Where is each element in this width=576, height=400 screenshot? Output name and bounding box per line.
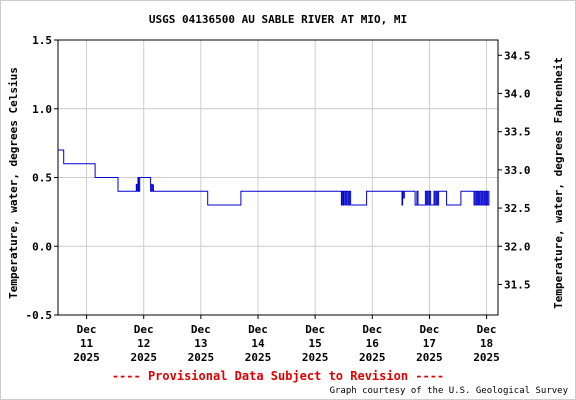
x-tick-label: 15 <box>309 337 322 350</box>
x-tick-label: Dec <box>191 323 211 336</box>
x-tick-label: Dec <box>362 323 382 336</box>
x-tick-label: 17 <box>423 337 436 350</box>
x-tick-label: 2025 <box>73 351 100 364</box>
credit-text: Graph courtesy of the U.S. Geological Su… <box>330 386 569 396</box>
x-tick-label: 12 <box>137 337 150 350</box>
x-tick-label: 14 <box>251 337 265 350</box>
y-right-tick-label: 34.0 <box>504 87 531 100</box>
x-tick-label: 11 <box>80 337 94 350</box>
x-tick-label: 2025 <box>245 351 272 364</box>
x-tick-label: 13 <box>194 337 207 350</box>
y-left-tick-label: 0.5 <box>32 172 52 185</box>
chart-title: USGS 04136500 AU SABLE RIVER AT MIO, MI <box>149 13 407 26</box>
y-right-tick-label: 32.0 <box>504 240 531 253</box>
y-right-tick-label: 33.0 <box>504 164 531 177</box>
x-tick-label: 16 <box>366 337 380 350</box>
y-right-tick-label: 34.5 <box>504 49 531 62</box>
x-tick-label: Dec <box>419 323 439 336</box>
y-axis-label-right: Temperature, water, degrees Fahrenheit <box>552 57 565 309</box>
y-right-axis: 34.5 34.0 33.5 33.0 32.5 32.0 31.5 <box>498 49 531 291</box>
x-tick-label: 2025 <box>473 351 500 364</box>
y-left-axis: 1.5 1.0 0.5 0.0 -0.5 <box>26 34 58 322</box>
y-left-tick-label: 0.0 <box>32 240 52 253</box>
x-tick-label: 18 <box>480 337 493 350</box>
x-tick-label: Dec <box>77 323 97 336</box>
x-tick-label: Dec <box>477 323 497 336</box>
y-left-tick-label: 1.0 <box>32 103 52 116</box>
x-tick-label: 2025 <box>302 351 329 364</box>
x-tick-label: 2025 <box>416 351 443 364</box>
y-right-tick-label: 32.5 <box>504 202 531 215</box>
y-left-tick-label: -0.5 <box>26 309 53 322</box>
temperature-series-line <box>58 149 490 206</box>
x-tick-label: Dec <box>248 323 268 336</box>
x-tick-label: 2025 <box>188 351 215 364</box>
x-tick-label: 2025 <box>359 351 386 364</box>
x-tick-label: Dec <box>305 323 325 336</box>
x-tick-label: Dec <box>134 323 154 336</box>
y-right-tick-label: 33.5 <box>504 126 531 139</box>
series-layer <box>58 149 490 206</box>
y-right-tick-label: 31.5 <box>504 278 531 291</box>
y-axis-label-left: Temperature, water, degrees Celsius <box>7 67 20 299</box>
y-left-tick-label: 1.5 <box>32 34 52 47</box>
x-tick-label: 2025 <box>130 351 157 364</box>
provisional-notice: ---- Provisional Data Subject to Revisio… <box>112 369 444 383</box>
x-axis: Dec112025Dec122025Dec132025Dec142025Dec1… <box>73 315 500 364</box>
